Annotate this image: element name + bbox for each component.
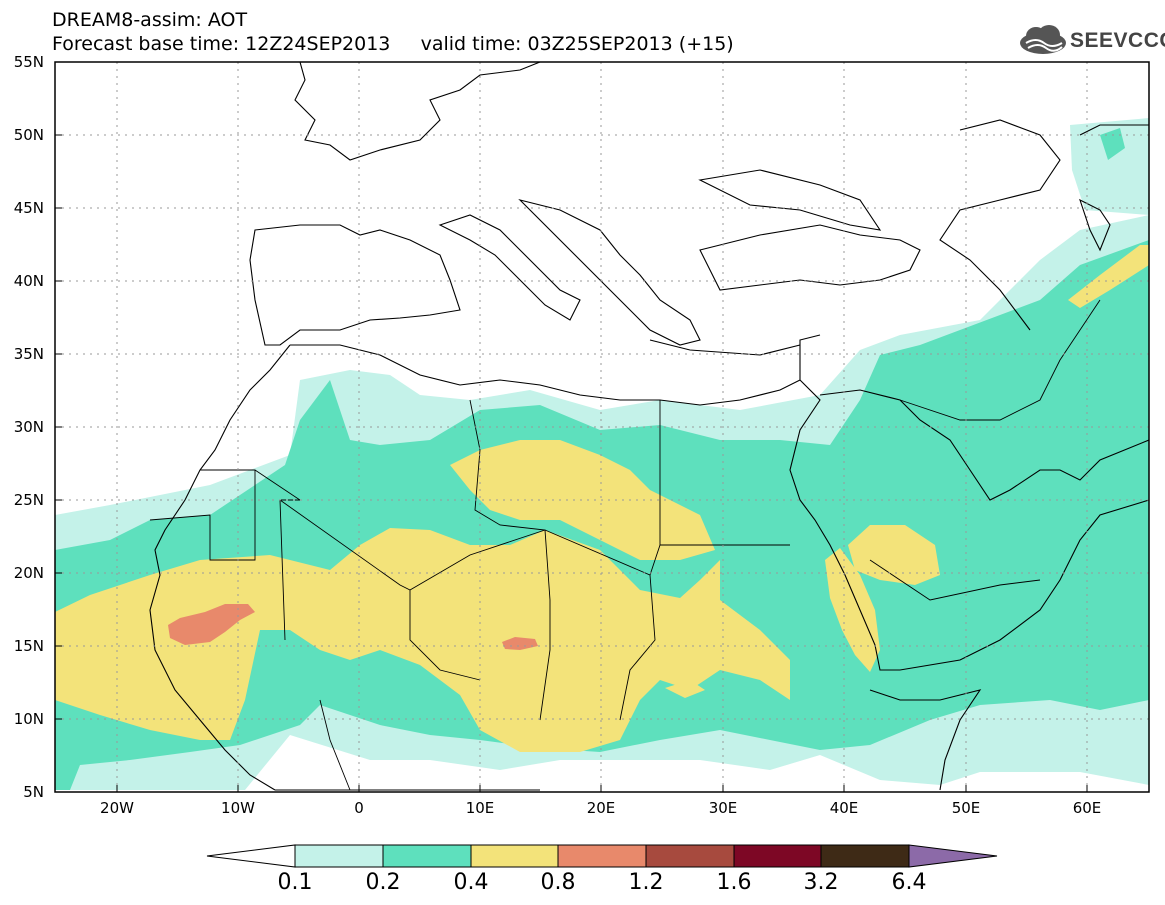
forecast-times: Forecast base time: 12Z24SEP2013 valid t… [52,33,734,55]
lon-label: 0 [354,799,364,817]
country-borders [149,299,1101,791]
lon-label: 20E [586,799,616,817]
aot-band-0.4-arabia [848,525,940,585]
colorbar-bin-0.8 [557,844,647,868]
colorbar-label: 0.4 [453,870,489,895]
aot-band-0.4-west [55,528,790,752]
axis-ticks [55,134,1088,792]
colorbar-bin-0.2 [382,844,472,868]
map-title: DREAM8-assim: AOT [52,9,248,31]
lat-label: 15N [13,637,44,655]
colorbar-label: 1.6 [716,870,752,895]
colorbar-under-arrow [206,844,296,868]
colorbar-label: 0.1 [277,870,313,895]
colorbar-bin-1.2 [645,844,735,868]
cloud-icon [1020,25,1066,54]
grid [55,62,1149,792]
lat-label: 50N [13,126,44,144]
colorbar-label: 6.4 [891,870,927,895]
aot-band-0.4-blob [665,680,705,698]
lon-label: 20W [100,799,134,817]
lat-label: 35N [13,345,44,363]
seevccc-logo: SEEVCCC [1018,24,1165,56]
coastlines [149,62,1149,791]
aot-band-0.8-central [502,637,538,650]
logo-text: SEEVCCC [1070,29,1165,52]
colorbar-bin-3.2 [820,844,910,868]
lat-label: 55N [13,53,44,71]
colorbar-label: 1.2 [628,870,664,895]
aot-band-0.1-north [1070,118,1149,215]
lon-label: 30E [708,799,738,817]
lon-label: 50E [951,799,981,817]
colorbar-over-arrow [908,844,998,868]
lat-label: 45N [13,199,44,217]
colorbar-bin-0.4 [470,844,559,868]
aot-field [55,62,1149,792]
lon-label: 10E [465,799,495,817]
lat-label: 5N [23,783,44,801]
lon-label: 60E [1072,799,1102,817]
lat-label: 40N [13,272,44,290]
colorbar-label: 0.2 [365,870,401,895]
colorbar [206,844,998,868]
lat-label: 20N [13,564,44,582]
lat-label: 25N [13,491,44,509]
aot-band-0.4-iran [1068,245,1149,308]
lon-label: 40E [829,799,859,817]
colorbar-label: 0.8 [540,870,576,895]
aot-band-0.8-west [168,604,255,645]
colorbar-bin-0.1 [294,844,384,868]
aot-band-0.4-redsea [825,548,880,672]
colorbar-label: 3.2 [803,870,839,895]
colorbar-bin-1.6 [733,844,822,868]
aot-band-0.2-north [1100,128,1125,160]
lat-label: 10N [13,710,44,728]
lat-label: 30N [13,418,44,436]
lon-label: 10W [221,799,255,817]
aot-band-0.4-central [450,440,715,560]
